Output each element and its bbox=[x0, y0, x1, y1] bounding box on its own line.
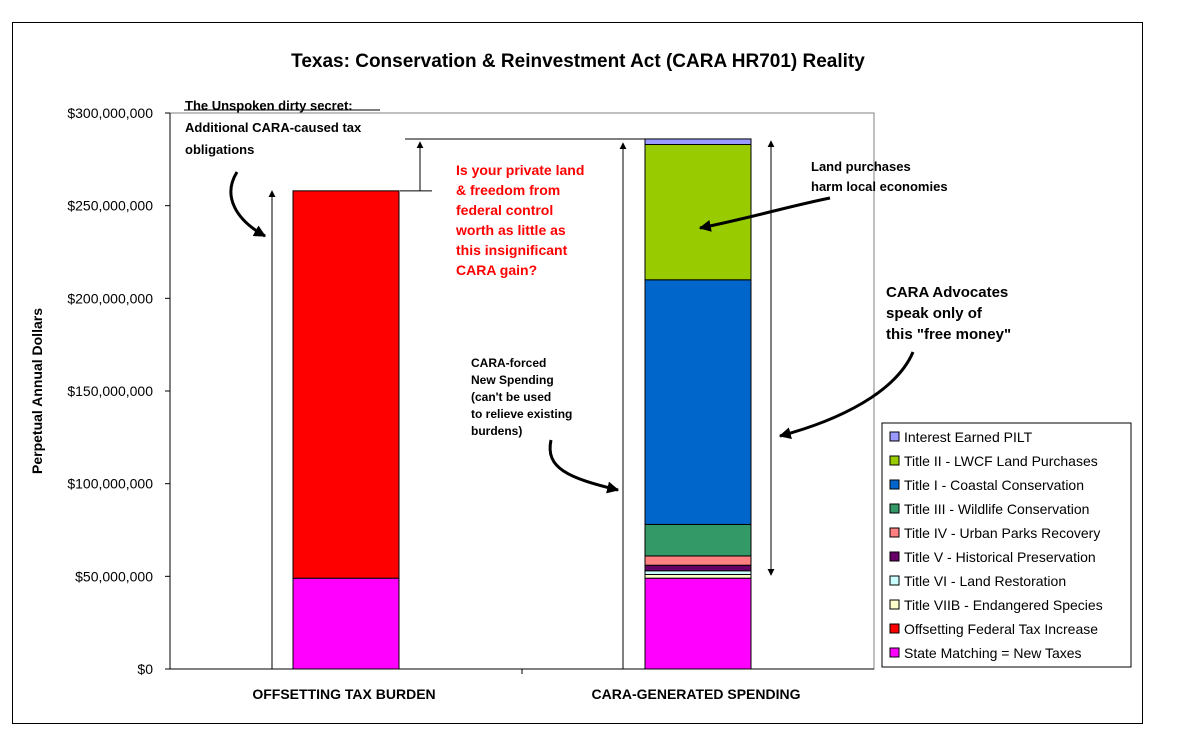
legend-label: Offsetting Federal Tax Increase bbox=[904, 621, 1098, 637]
legend-swatch bbox=[889, 455, 900, 466]
y-tick-label: $250,000,000 bbox=[67, 198, 153, 214]
legend: Interest Earned PILT Title II - LWCF Land… bbox=[881, 422, 1132, 668]
land-curved-arrow bbox=[698, 196, 831, 232]
bar-segment bbox=[644, 279, 752, 525]
legend-label: Title I - Coastal Conservation bbox=[904, 477, 1084, 493]
annotation-secret: The Unspoken dirty secret: Additional CAR… bbox=[185, 98, 362, 157]
legend-label: Title VIIB - Endangered Species bbox=[904, 597, 1103, 613]
x-category-label: CARA-GENERATED SPENDING bbox=[592, 686, 801, 702]
legend-swatch bbox=[889, 599, 900, 610]
annotation-forced-spending: CARA-forced New Spending (can't be used to … bbox=[471, 356, 572, 438]
legend-label: Title II - LWCF Land Purchases bbox=[904, 453, 1098, 469]
bars: OFFSETTING TAX BURDEN CARA-GENERATED SPEN… bbox=[252, 138, 801, 702]
bar-segment bbox=[644, 577, 752, 670]
bar-segment bbox=[644, 144, 752, 281]
y-tick-label: $200,000,000 bbox=[67, 290, 153, 306]
legend-box bbox=[881, 422, 1132, 668]
y-tick-label: $50,000,000 bbox=[75, 568, 153, 584]
legend-swatch bbox=[889, 575, 900, 586]
bar-segment bbox=[292, 190, 400, 579]
y-axis-label: Perpetual Annual Dollars bbox=[29, 308, 45, 474]
advocates-curved-arrow bbox=[778, 351, 915, 440]
annotation-question: Is your private land & freedom from federa… bbox=[455, 162, 584, 278]
bar-segment bbox=[644, 523, 752, 557]
y-tick-label: $100,000,000 bbox=[67, 476, 153, 492]
bar-segment bbox=[292, 577, 400, 670]
y-tick-label: $150,000,000 bbox=[67, 383, 153, 399]
y-tick-label: $0 bbox=[137, 661, 153, 677]
bar-segment bbox=[644, 573, 752, 579]
legend-swatch bbox=[889, 479, 900, 490]
plot-area bbox=[169, 112, 875, 670]
legend-label: Interest Earned PILT bbox=[904, 429, 1033, 445]
legend-label: Title IV - Urban Parks Recovery bbox=[904, 525, 1100, 541]
annotation-advocates: CARA Advocates speak only of this "free mo… bbox=[886, 284, 1011, 343]
legend-label: Title V - Historical Preservation bbox=[904, 549, 1096, 565]
annotation-land-purchases: Land purchases harm local economies bbox=[811, 159, 948, 194]
legend-swatch bbox=[889, 551, 900, 562]
secret-curved-arrow bbox=[229, 171, 267, 238]
legend-swatch bbox=[889, 503, 900, 514]
legend-label: State Matching = New Taxes bbox=[904, 645, 1082, 661]
bar-segment bbox=[644, 138, 752, 146]
y-tick-label: $300,000,000 bbox=[67, 105, 153, 121]
axes: $0 $50,000,000 $100,000,000 $150,000,000 $20… bbox=[67, 105, 874, 677]
bar-segment bbox=[644, 555, 752, 566]
legend-label: Title III - Wildlife Conservation bbox=[904, 501, 1089, 517]
legend-swatch bbox=[889, 431, 900, 442]
legend-swatch bbox=[889, 527, 900, 538]
legend-label: Title VI - Land Restoration bbox=[904, 573, 1066, 589]
bar-segment bbox=[644, 564, 752, 572]
legend-swatch bbox=[889, 623, 900, 634]
chart-title: Texas: Conservation & Reinvestment Act (… bbox=[291, 51, 865, 72]
annotations: The Unspoken dirty secret: Additional CAR… bbox=[184, 98, 1011, 669]
x-category-label: OFFSETTING TAX BURDEN bbox=[252, 686, 435, 702]
forced-curved-arrow bbox=[548, 439, 620, 494]
legend-swatch bbox=[889, 647, 900, 658]
bar-segment bbox=[644, 570, 752, 575]
